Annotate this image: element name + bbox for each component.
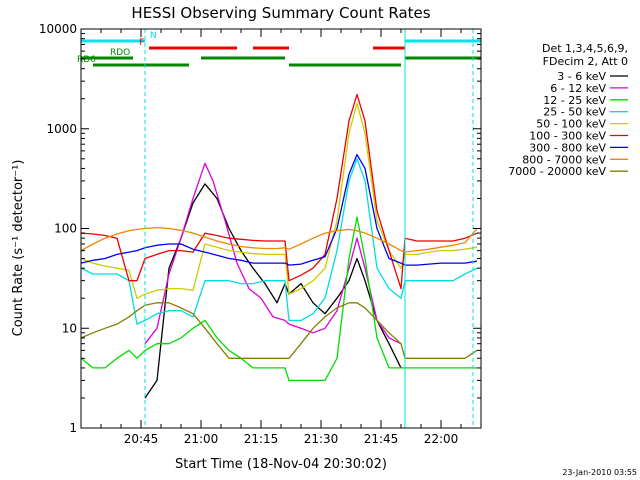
series-line-7 — [80, 226, 478, 253]
legend-header-line-1: Det 1,3,4,5,6,9, — [542, 42, 628, 55]
legend-label-7: 800 - 7000 keV — [522, 153, 606, 166]
y-tick-label: 100 — [54, 222, 77, 236]
observing-flags: NF RDO RD6 — [77, 31, 481, 67]
legend-label-1: 6 - 12 keV — [550, 82, 606, 95]
x-tick-label: 21:45 — [364, 432, 399, 446]
flag-label-f: F — [139, 38, 144, 48]
series-line-5 — [80, 93, 478, 290]
series-line-4 — [80, 102, 478, 299]
flag-label-rdo: RDO — [110, 48, 130, 58]
x-tick-label: 22:00 — [424, 432, 459, 446]
y-tick-label: 10000 — [39, 22, 77, 36]
legend-label-3: 25 - 50 keV — [543, 106, 606, 119]
legend-label-8: 7000 - 20000 keV — [508, 165, 606, 178]
legend-header-line-2: FDecim 2, Att 0 — [543, 55, 628, 68]
y-axis-label: Count Rate (s⁻¹ detector⁻¹) — [11, 160, 26, 337]
legend-label-2: 12 - 25 keV — [543, 94, 606, 107]
chart-title: HESSI Observing Summary Count Rates — [131, 4, 430, 22]
series-line-0 — [144, 183, 402, 399]
footer-date: 23-Jan-2010 03:55 — [562, 468, 637, 477]
x-tick-label: 21:15 — [244, 432, 279, 446]
x-tick-label: 21:30 — [304, 432, 339, 446]
legend-label-0: 3 - 6 keV — [557, 70, 606, 83]
series-layer — [80, 93, 478, 399]
y-tick-label: 10 — [62, 321, 77, 335]
x-tick-label: 21:00 — [184, 432, 219, 446]
x-axis-label: Start Time (18-Nov-04 20:30:02) — [175, 457, 387, 472]
series-line-8 — [80, 302, 478, 359]
y-tick-label: 1000 — [46, 122, 77, 136]
legend-label-4: 50 - 100 keV — [536, 118, 606, 131]
axis-ticks: 20:45 21:00 21:15 21:30 21:45 22:00 1 10 100 1000… — [39, 22, 482, 446]
flag-label-rd6: RD6 — [77, 55, 96, 65]
legend: Det 1,3,4,5,6,9, FDecim 2, Att 0 3 - 6 k… — [508, 42, 628, 178]
flag-label-n: N — [150, 31, 157, 41]
legend-label-5: 100 - 300 keV — [529, 130, 606, 143]
x-tick-label: 20:45 — [124, 432, 159, 446]
series-line-1 — [144, 162, 402, 345]
y-tick-label: 1 — [69, 421, 77, 435]
legend-label-6: 300 - 800 keV — [529, 141, 606, 154]
